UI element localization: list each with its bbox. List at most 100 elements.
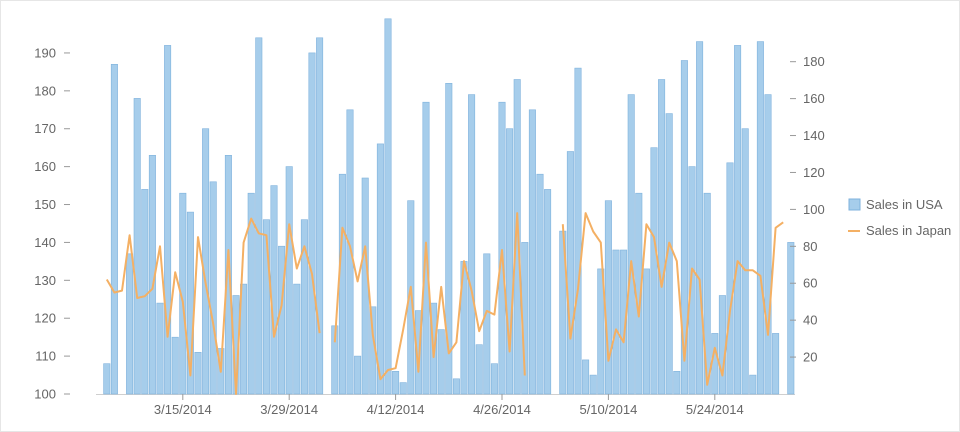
right-tick-label: 100 — [803, 202, 825, 217]
usa-bar — [650, 147, 658, 395]
usa-bar — [506, 128, 514, 395]
usa-bar — [498, 101, 506, 395]
usa-bar — [171, 336, 179, 395]
usa-bar — [209, 181, 217, 395]
usa-bar — [642, 268, 650, 395]
usa-bar — [665, 113, 673, 395]
x-tick-label: 4/26/2014 — [473, 402, 531, 417]
left-tick-label: 150 — [34, 197, 56, 212]
usa-bar — [346, 109, 354, 395]
usa-bars — [103, 18, 795, 395]
usa-bar — [308, 52, 316, 395]
usa-bar — [452, 378, 460, 395]
usa-bar — [772, 333, 780, 395]
usa-bar — [726, 162, 734, 395]
right-tick-label: 40 — [803, 313, 817, 328]
left-tick-label: 140 — [34, 235, 56, 250]
right-tick-label: 160 — [803, 91, 825, 106]
usa-bar — [787, 242, 795, 395]
left-axis-ticks: 100 110 120 130 140 150 160 170 180 190 — [34, 45, 70, 402]
usa-bar — [224, 155, 232, 395]
usa-bar — [718, 295, 726, 395]
usa-bar — [734, 45, 742, 395]
usa-bar — [604, 200, 612, 395]
usa-bar — [361, 177, 369, 395]
usa-bar — [673, 370, 681, 395]
usa-bar — [270, 185, 278, 395]
left-tick-label: 170 — [34, 121, 56, 136]
usa-bar — [483, 253, 491, 395]
usa-bar — [749, 374, 757, 395]
usa-bar — [316, 37, 324, 395]
usa-bar — [696, 41, 704, 395]
usa-bar — [141, 189, 149, 395]
right-axis-ticks: 20 40 60 80 100 120 140 160 180 — [790, 54, 825, 365]
x-tick-label: 3/15/2014 — [154, 402, 212, 417]
usa-bar — [399, 382, 407, 395]
usa-bar — [164, 45, 172, 395]
usa-bar — [338, 173, 346, 395]
usa-bar — [566, 151, 574, 395]
usa-bar — [627, 94, 635, 395]
left-tick-label: 130 — [34, 273, 56, 288]
x-tick-label: 3/29/2014 — [260, 402, 318, 417]
usa-bar — [582, 359, 590, 395]
usa-bar — [764, 94, 772, 395]
japan-line-segment — [561, 212, 784, 386]
usa-bar — [589, 374, 597, 395]
usa-bar — [711, 333, 719, 395]
usa-bar — [133, 98, 141, 395]
usa-bar — [536, 173, 544, 395]
usa-bar — [756, 41, 764, 395]
right-tick-label: 180 — [803, 54, 825, 69]
left-tick-label: 180 — [34, 83, 56, 98]
right-tick-label: 120 — [803, 165, 825, 180]
x-tick-label: 5/24/2014 — [686, 402, 744, 417]
x-tick-label: 4/12/2014 — [367, 402, 425, 417]
japan-line — [105, 212, 784, 395]
usa-bar — [376, 143, 384, 395]
x-tick-label: 5/10/2014 — [579, 402, 637, 417]
usa-bar — [392, 370, 400, 395]
right-tick-label: 60 — [803, 276, 817, 291]
left-tick-label: 190 — [34, 45, 56, 60]
legend-swatch-usa — [848, 198, 861, 211]
usa-bar — [680, 60, 688, 395]
right-tick-label: 20 — [803, 350, 817, 365]
usa-bar — [490, 363, 498, 395]
legend-label-japan: Sales in Japan — [866, 223, 951, 238]
usa-bar — [278, 245, 286, 395]
usa-bar — [597, 268, 605, 395]
usa-bar — [574, 67, 582, 395]
left-tick-label: 100 — [34, 387, 56, 402]
x-axis-ticks: 3/15/2014 3/29/2014 4/12/2014 4/26/2014 5/10… — [154, 394, 744, 417]
usa-bar — [262, 219, 270, 395]
usa-bar — [240, 283, 248, 395]
usa-bar — [658, 79, 666, 395]
legend: Sales in USA Sales in Japan — [848, 197, 951, 238]
usa-bar — [384, 18, 392, 395]
right-tick-label: 80 — [803, 239, 817, 254]
usa-bar — [703, 192, 711, 395]
usa-bar — [544, 189, 552, 395]
usa-bar — [513, 79, 521, 395]
right-tick-label: 140 — [803, 128, 825, 143]
usa-bar — [156, 302, 164, 395]
usa-bar — [528, 109, 536, 395]
usa-bar — [437, 329, 445, 395]
usa-bar — [202, 128, 210, 395]
usa-bar — [620, 249, 628, 395]
usa-bar — [194, 351, 202, 395]
usa-bar — [247, 192, 255, 395]
usa-bar — [293, 283, 301, 395]
japan-line-segment — [333, 212, 526, 381]
usa-bar — [103, 363, 111, 395]
usa-bar — [612, 249, 620, 395]
usa-bar — [126, 253, 134, 395]
usa-bar — [285, 166, 293, 395]
usa-bar — [741, 128, 749, 395]
left-tick-label: 110 — [35, 349, 56, 364]
usa-bar — [300, 219, 308, 395]
usa-bar — [445, 83, 453, 395]
